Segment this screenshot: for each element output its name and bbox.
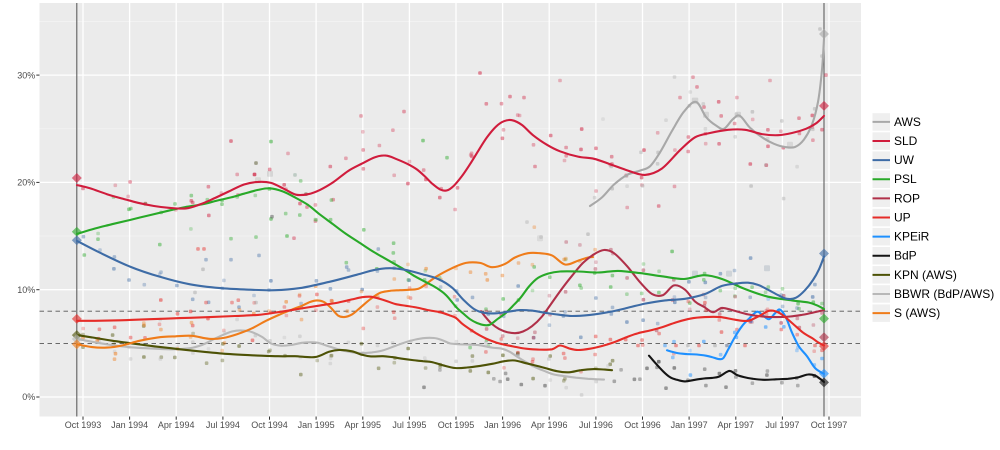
svg-text:KPEiR: KPEiR bbox=[894, 230, 930, 244]
svg-text:Oct 1994: Oct 1994 bbox=[251, 420, 288, 430]
svg-text:20%: 20% bbox=[17, 178, 35, 188]
svg-text:UW: UW bbox=[894, 153, 915, 167]
svg-text:Apr 1996: Apr 1996 bbox=[531, 420, 568, 430]
svg-text:ROP: ROP bbox=[894, 191, 920, 205]
svg-text:Jan 1997: Jan 1997 bbox=[671, 420, 708, 430]
svg-text:Jan 1995: Jan 1995 bbox=[298, 420, 335, 430]
svg-text:Oct 1995: Oct 1995 bbox=[438, 420, 475, 430]
svg-text:Oct 1997: Oct 1997 bbox=[811, 420, 848, 430]
svg-text:Jan 1996: Jan 1996 bbox=[484, 420, 521, 430]
svg-text:30%: 30% bbox=[17, 70, 35, 80]
svg-text:KPN (AWS): KPN (AWS) bbox=[894, 268, 957, 282]
svg-text:Apr 1994: Apr 1994 bbox=[158, 420, 195, 430]
svg-text:0%: 0% bbox=[22, 392, 35, 402]
svg-text:Oct 1993: Oct 1993 bbox=[65, 420, 102, 430]
svg-text:Jul 1996: Jul 1996 bbox=[579, 420, 613, 430]
svg-text:AWS: AWS bbox=[894, 115, 921, 129]
svg-text:10%: 10% bbox=[17, 285, 35, 295]
svg-text:Apr 1997: Apr 1997 bbox=[718, 420, 755, 430]
svg-text:Apr 1995: Apr 1995 bbox=[345, 420, 382, 430]
svg-text:SLD: SLD bbox=[894, 134, 918, 148]
svg-text:Jul 1995: Jul 1995 bbox=[392, 420, 426, 430]
svg-text:PSL: PSL bbox=[894, 172, 917, 186]
svg-text:Jul 1994: Jul 1994 bbox=[206, 420, 240, 430]
svg-text:UP: UP bbox=[894, 210, 911, 224]
svg-text:Jan 1994: Jan 1994 bbox=[111, 420, 148, 430]
svg-text:BdP: BdP bbox=[894, 249, 917, 263]
svg-text:Oct 1996: Oct 1996 bbox=[624, 420, 661, 430]
svg-text:BBWR (BdP/AWS): BBWR (BdP/AWS) bbox=[894, 287, 994, 301]
svg-text:Jul 1997: Jul 1997 bbox=[765, 420, 799, 430]
svg-text:S (AWS): S (AWS) bbox=[894, 306, 940, 320]
